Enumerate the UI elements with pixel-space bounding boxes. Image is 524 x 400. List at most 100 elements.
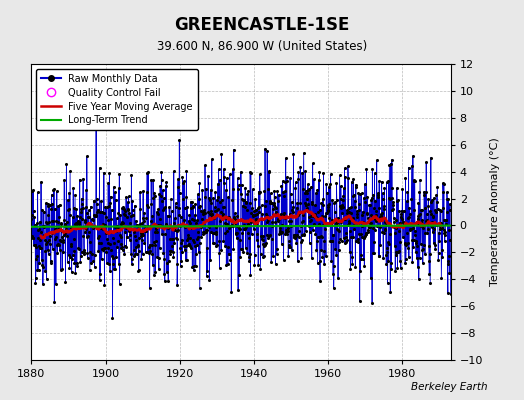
Point bbox=[368, 165, 377, 172]
Point bbox=[348, 254, 356, 260]
Point bbox=[247, 170, 255, 177]
Point bbox=[343, 210, 351, 216]
Point bbox=[201, 226, 210, 233]
Point bbox=[423, 218, 432, 224]
Point bbox=[143, 248, 151, 255]
Point bbox=[139, 218, 148, 224]
Point bbox=[333, 220, 342, 226]
Point bbox=[246, 250, 254, 257]
Point bbox=[350, 192, 358, 198]
Point bbox=[398, 186, 407, 192]
Point bbox=[160, 195, 168, 202]
Point bbox=[173, 282, 181, 288]
Point bbox=[387, 266, 396, 273]
Point bbox=[260, 188, 269, 194]
Point bbox=[169, 249, 177, 256]
Point bbox=[188, 216, 196, 222]
Point bbox=[310, 211, 319, 218]
Point bbox=[352, 184, 360, 190]
Point bbox=[334, 275, 342, 282]
Point bbox=[59, 237, 67, 243]
Point bbox=[208, 200, 216, 207]
Point bbox=[285, 218, 293, 224]
Point bbox=[138, 237, 146, 243]
Point bbox=[324, 204, 332, 211]
Point bbox=[174, 227, 182, 233]
Point bbox=[76, 259, 84, 265]
Point bbox=[270, 194, 279, 200]
Point bbox=[149, 177, 157, 184]
Point bbox=[352, 181, 360, 188]
Point bbox=[257, 202, 266, 209]
Point bbox=[234, 175, 242, 182]
Point bbox=[224, 214, 233, 220]
Point bbox=[145, 249, 153, 256]
Point bbox=[33, 267, 41, 273]
Point bbox=[374, 190, 383, 196]
Point bbox=[269, 252, 277, 259]
Point bbox=[355, 298, 364, 304]
Point bbox=[410, 177, 418, 183]
Point bbox=[270, 201, 278, 208]
Point bbox=[307, 217, 315, 224]
Point bbox=[319, 222, 328, 228]
Point bbox=[71, 221, 79, 227]
Point bbox=[191, 201, 200, 208]
Point bbox=[127, 256, 136, 262]
Point bbox=[329, 232, 337, 238]
Point bbox=[92, 211, 101, 218]
Point bbox=[187, 245, 195, 252]
Point bbox=[165, 204, 173, 211]
Point bbox=[135, 267, 143, 273]
Point bbox=[350, 234, 358, 240]
Point bbox=[250, 262, 259, 268]
Point bbox=[363, 210, 372, 216]
Point bbox=[52, 281, 60, 288]
Point bbox=[302, 228, 310, 234]
Point bbox=[377, 213, 385, 219]
Point bbox=[60, 177, 69, 183]
Point bbox=[208, 212, 216, 219]
Point bbox=[408, 259, 417, 265]
Point bbox=[386, 160, 395, 167]
Point bbox=[296, 200, 304, 206]
Point bbox=[401, 256, 410, 262]
Point bbox=[43, 220, 51, 226]
Point bbox=[321, 210, 330, 216]
Point bbox=[174, 176, 182, 182]
Point bbox=[385, 195, 393, 201]
Point bbox=[314, 177, 323, 183]
Point bbox=[150, 272, 158, 279]
Point bbox=[124, 206, 133, 213]
Point bbox=[427, 211, 435, 218]
Point bbox=[424, 243, 433, 249]
Point bbox=[86, 267, 94, 274]
Point bbox=[63, 219, 71, 226]
Point bbox=[101, 245, 110, 251]
Point bbox=[332, 251, 341, 258]
Point bbox=[123, 234, 131, 240]
Point bbox=[275, 216, 283, 222]
Point bbox=[131, 251, 139, 257]
Point bbox=[137, 230, 145, 236]
Point bbox=[269, 212, 277, 218]
Point bbox=[256, 266, 265, 272]
Point bbox=[410, 237, 418, 243]
Point bbox=[85, 214, 93, 220]
Point bbox=[267, 259, 276, 265]
Point bbox=[61, 229, 69, 236]
Point bbox=[304, 223, 313, 229]
Point bbox=[170, 168, 178, 175]
Point bbox=[240, 226, 248, 232]
Point bbox=[280, 214, 289, 221]
Point bbox=[72, 206, 81, 212]
Point bbox=[91, 213, 100, 219]
Point bbox=[432, 208, 441, 215]
Point bbox=[106, 240, 115, 247]
Point bbox=[282, 226, 290, 233]
Point bbox=[248, 217, 257, 223]
Point bbox=[253, 230, 261, 237]
Point bbox=[354, 222, 362, 228]
Point bbox=[445, 270, 454, 276]
Point bbox=[318, 212, 326, 219]
